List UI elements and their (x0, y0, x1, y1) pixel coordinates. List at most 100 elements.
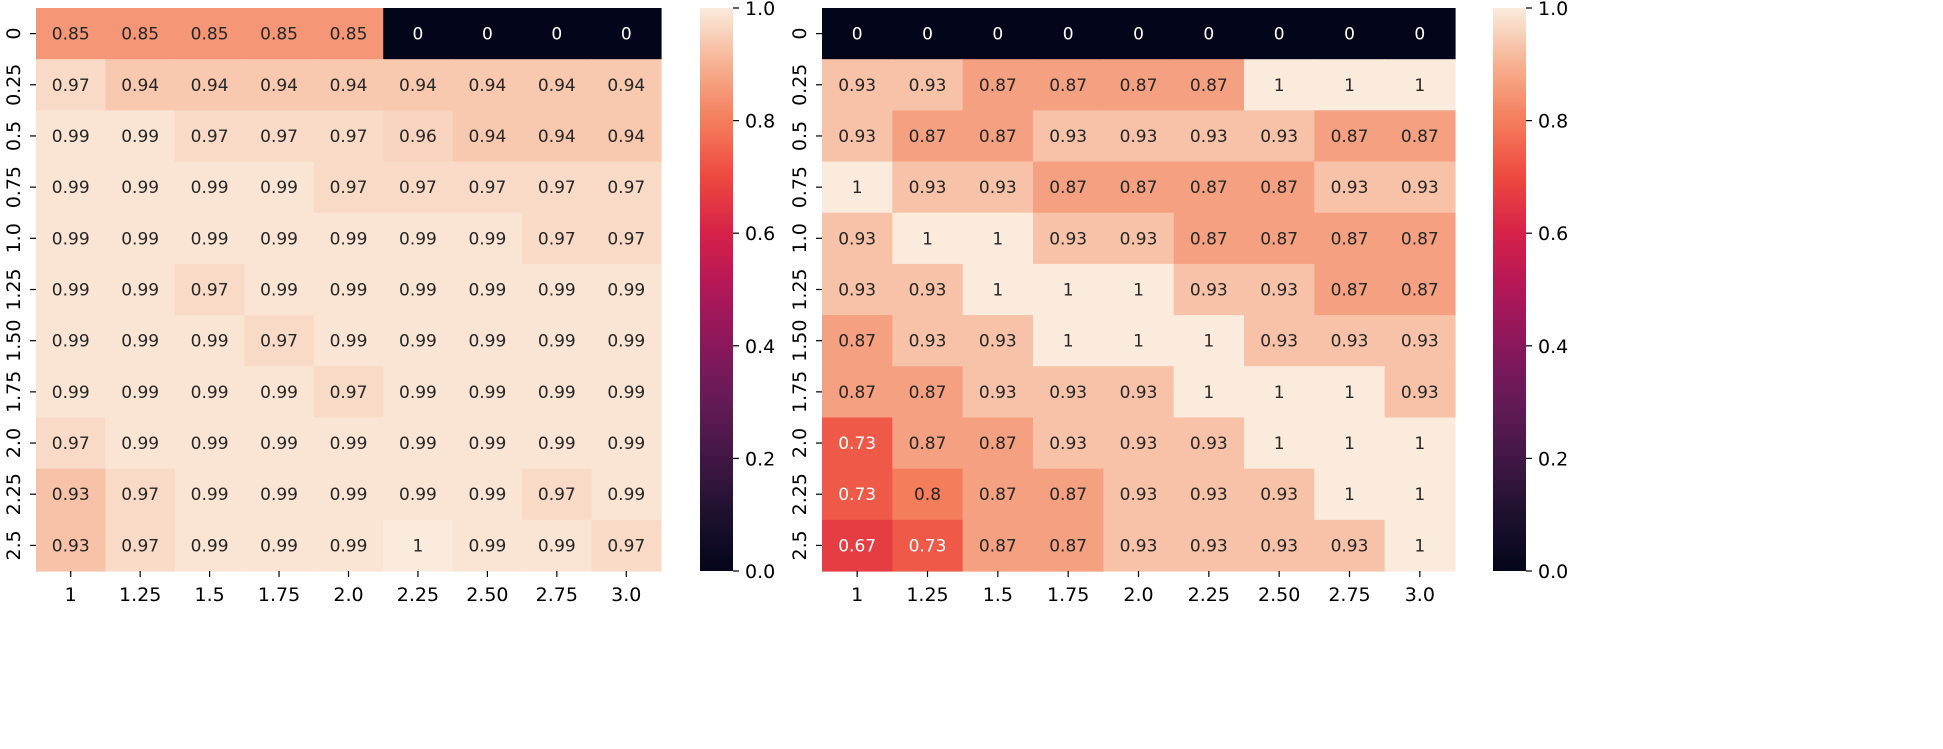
heatmap-cell (452, 212, 523, 265)
cell-value-label: 0.87 (1049, 485, 1087, 505)
cell-value-label: 0.87 (1401, 127, 1439, 147)
cell-value-label: 1 (413, 536, 424, 556)
cell-value-label: 0.99 (121, 332, 159, 352)
heatmap-cell (244, 110, 315, 163)
heatmap-cell (383, 212, 454, 265)
cell-value-label: 0.93 (909, 281, 947, 301)
heatmap-cell (452, 8, 523, 60)
cell-value-label: 0.99 (538, 332, 576, 352)
heatmap-cell (313, 315, 384, 367)
x-tick-label: 3.0 (1405, 584, 1435, 606)
cell-value-label: 0.87 (838, 383, 876, 403)
heatmap-cell (1173, 161, 1245, 214)
cell-value-label: 0.94 (468, 76, 506, 96)
heatmap-cell (244, 468, 315, 521)
heatmap-cell (1244, 417, 1315, 470)
heatmap-2: 0 0 0 0 0 0 0 0 0 0.93 0.93 0.87 0.87 0.87 0.87 1 1 1 0.93… (789, 8, 1456, 606)
heatmap-cell (892, 468, 964, 521)
heatmap-cell (244, 161, 315, 214)
cell-value-label: 0.99 (330, 229, 368, 249)
heatmap-cell (1384, 212, 1456, 265)
colorbar-tick-label: 1.0 (1538, 0, 1568, 20)
cell-value-label: 0.73 (838, 434, 876, 454)
cell-value-label: 0.99 (330, 434, 368, 454)
cell-value-label: 0.93 (1260, 485, 1298, 505)
cell-value-label: 0.93 (1190, 281, 1228, 301)
x-tick-label: 1.5 (195, 584, 225, 606)
heatmap-cell (174, 161, 245, 214)
cell-value-label: 1 (992, 281, 1003, 301)
cell-value-label: 0.93 (1049, 434, 1087, 454)
cell-value-label: 0.94 (538, 76, 576, 96)
cell-value-label: 0 (852, 25, 863, 45)
cell-value-label: 0.93 (1190, 434, 1228, 454)
heatmap-cell (36, 366, 107, 419)
cell-value-label: 0.93 (838, 281, 876, 301)
y-tick-label: 2.25 (3, 473, 25, 515)
heatmap-cell (522, 212, 593, 265)
y-tick-label: 2.5 (789, 530, 811, 560)
cell-value-label: 0.93 (52, 485, 90, 505)
cell-value-label: 0.87 (909, 383, 947, 403)
y-tick-label: 1.75 (789, 371, 811, 413)
cell-value-label: 0.97 (538, 178, 576, 198)
heatmap-cell (105, 8, 176, 60)
heatmap-cell (36, 59, 107, 111)
cell-value-label: 0.99 (260, 178, 298, 198)
cell-value-label: 1 (1274, 76, 1285, 96)
heatmap-cell (591, 315, 662, 367)
cell-value-label: 0.99 (191, 229, 229, 249)
cell-value-label: 0.93 (1120, 485, 1158, 505)
heatmap-cell (1033, 161, 1104, 214)
heatmap-cell (1384, 519, 1456, 572)
cell-value-label: 0.93 (1190, 536, 1228, 556)
cell-value-label: 0.93 (838, 127, 876, 147)
cell-value-label: 0.96 (399, 127, 437, 147)
heatmap-cell (1244, 263, 1315, 316)
heatmap-cell (36, 417, 107, 470)
cell-value-label: 0.93 (838, 76, 876, 96)
heatmap-cell (36, 468, 107, 521)
cell-value-label: 0.87 (838, 332, 876, 352)
heatmap-cell (962, 468, 1034, 521)
heatmap-cell (452, 366, 523, 419)
x-tick-label: 1 (65, 584, 77, 606)
heatmap-cell (174, 59, 245, 111)
cell-value-label: 0.94 (121, 76, 159, 96)
heatmap-cell (174, 468, 245, 521)
x-tick-label: 2.75 (1328, 584, 1370, 606)
cell-value-label: 0.97 (607, 229, 645, 249)
heatmap-cell (591, 161, 662, 214)
cell-value-label: 0.99 (399, 485, 437, 505)
cell-value-label: 0.97 (191, 281, 229, 301)
colorbar-tick-label: 0.6 (1538, 223, 1568, 245)
heatmap-cell (313, 161, 384, 214)
heatmap-cell (1103, 263, 1175, 316)
y-tick-label: 0.75 (3, 166, 25, 208)
heatmap-cell (591, 468, 662, 521)
cell-value-label: 0.87 (1331, 127, 1369, 147)
heatmap-cell (892, 110, 964, 163)
heatmap-cell (1173, 263, 1245, 316)
cell-value-label: 0.99 (191, 485, 229, 505)
heatmap-cell (892, 366, 964, 419)
cell-value-label: 0.85 (121, 25, 159, 45)
heatmap-cell (892, 59, 964, 111)
cell-value-label: 0.97 (260, 332, 298, 352)
cell-value-label: 0.99 (538, 434, 576, 454)
heatmap-cell (1314, 519, 1386, 572)
heatmap-cell (962, 161, 1034, 214)
heatmap-cell (1103, 59, 1175, 111)
cell-value-label: 0.99 (330, 536, 368, 556)
cell-value-label: 0.93 (1120, 127, 1158, 147)
cell-value-label: 1 (1133, 281, 1144, 301)
cell-value-label: 0.97 (52, 434, 90, 454)
heatmap-cell (1033, 519, 1104, 572)
heatmap-cell (591, 59, 662, 111)
heatmap-cell (1244, 315, 1315, 367)
cell-value-label: 0 (1133, 25, 1144, 45)
cell-value-label: 0.99 (52, 127, 90, 147)
cell-value-label: 0.67 (838, 536, 876, 556)
heatmap-cell (383, 519, 454, 572)
